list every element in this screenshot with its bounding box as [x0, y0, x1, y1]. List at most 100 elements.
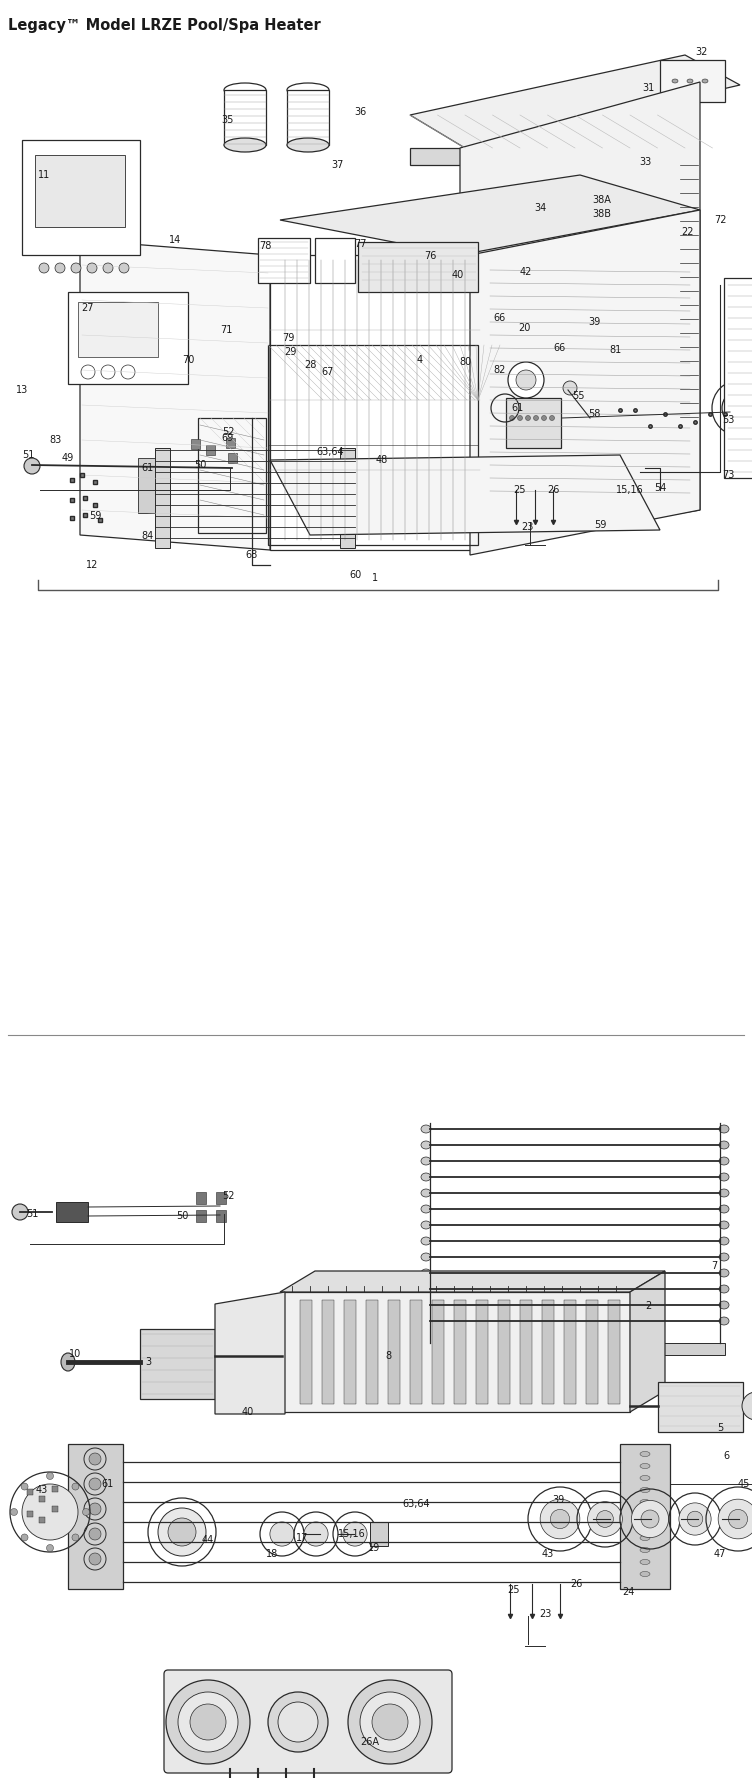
Ellipse shape: [687, 78, 693, 84]
Circle shape: [178, 1693, 238, 1751]
Text: 19: 19: [368, 1543, 380, 1552]
Text: 82: 82: [494, 364, 506, 375]
Text: 18: 18: [266, 1549, 278, 1559]
Bar: [340, 448, 355, 548]
Circle shape: [89, 1453, 101, 1465]
Bar: [344, 1300, 356, 1405]
Circle shape: [89, 1527, 101, 1540]
Ellipse shape: [421, 1205, 431, 1213]
Ellipse shape: [640, 1572, 650, 1577]
Circle shape: [268, 1693, 328, 1751]
Text: 50: 50: [176, 1211, 188, 1221]
Text: 3: 3: [145, 1357, 151, 1367]
Text: 69: 69: [222, 434, 234, 443]
Circle shape: [89, 1552, 101, 1565]
FancyBboxPatch shape: [358, 242, 478, 292]
Text: 63,64: 63,64: [402, 1499, 430, 1510]
Text: 36: 36: [354, 107, 366, 117]
Bar: [206, 444, 215, 455]
Text: 4: 4: [417, 356, 423, 364]
Text: 58: 58: [588, 409, 600, 420]
Circle shape: [72, 1534, 79, 1542]
Text: 22: 22: [682, 228, 694, 236]
Text: 61: 61: [142, 462, 154, 473]
FancyBboxPatch shape: [658, 1382, 743, 1431]
Circle shape: [71, 263, 81, 274]
Text: 13: 13: [16, 386, 28, 395]
Bar: [608, 1300, 620, 1405]
Bar: [476, 1300, 488, 1405]
Text: 76: 76: [424, 251, 436, 261]
Bar: [370, 1522, 388, 1547]
Text: 54: 54: [653, 484, 666, 493]
Ellipse shape: [517, 416, 523, 421]
Ellipse shape: [640, 1463, 650, 1469]
Circle shape: [587, 1502, 623, 1536]
Ellipse shape: [672, 78, 678, 84]
Ellipse shape: [421, 1317, 431, 1325]
Polygon shape: [280, 1271, 665, 1293]
Bar: [270, 254, 480, 549]
Circle shape: [550, 1510, 569, 1529]
Ellipse shape: [719, 1221, 729, 1229]
Bar: [564, 1300, 576, 1405]
Bar: [39, 1517, 45, 1524]
FancyBboxPatch shape: [68, 1444, 123, 1590]
FancyBboxPatch shape: [216, 1191, 226, 1204]
Text: 28: 28: [304, 359, 316, 370]
Bar: [300, 1300, 312, 1405]
Circle shape: [632, 1501, 669, 1538]
Text: 55: 55: [572, 391, 584, 402]
Circle shape: [87, 263, 97, 274]
Text: 32: 32: [696, 46, 708, 57]
Ellipse shape: [421, 1189, 431, 1197]
Bar: [27, 1511, 33, 1517]
Bar: [322, 1300, 334, 1405]
Text: 14: 14: [169, 235, 181, 245]
Ellipse shape: [719, 1141, 729, 1149]
Text: 25: 25: [514, 485, 526, 494]
Circle shape: [22, 1485, 78, 1540]
Ellipse shape: [421, 1237, 431, 1245]
Circle shape: [158, 1508, 206, 1556]
Ellipse shape: [421, 1125, 431, 1133]
Text: 70: 70: [182, 356, 194, 364]
Text: 73: 73: [722, 469, 734, 480]
Ellipse shape: [719, 1173, 729, 1181]
Circle shape: [72, 1483, 79, 1490]
Text: 42: 42: [520, 267, 532, 277]
Ellipse shape: [702, 78, 708, 84]
Circle shape: [270, 1522, 294, 1547]
Polygon shape: [410, 55, 740, 148]
Circle shape: [372, 1703, 408, 1741]
Circle shape: [47, 1472, 53, 1479]
Bar: [52, 1486, 58, 1492]
Circle shape: [304, 1522, 328, 1547]
Polygon shape: [410, 148, 465, 165]
Text: 71: 71: [220, 325, 232, 334]
FancyBboxPatch shape: [164, 1670, 452, 1773]
Circle shape: [83, 1508, 89, 1515]
Text: 15,16: 15,16: [616, 485, 644, 494]
FancyBboxPatch shape: [56, 1202, 88, 1221]
Circle shape: [168, 1518, 196, 1547]
Text: Legacy™ Model LRZE Pool/Spa Heater: Legacy™ Model LRZE Pool/Spa Heater: [8, 18, 321, 34]
Polygon shape: [280, 174, 700, 254]
Text: 51: 51: [26, 1209, 38, 1220]
Bar: [520, 1300, 532, 1405]
Text: 23: 23: [539, 1609, 551, 1620]
Ellipse shape: [421, 1141, 431, 1149]
Text: 52: 52: [222, 427, 235, 437]
Ellipse shape: [719, 1157, 729, 1165]
Ellipse shape: [640, 1451, 650, 1456]
Circle shape: [516, 370, 536, 389]
Bar: [454, 1300, 466, 1405]
Ellipse shape: [719, 1189, 729, 1197]
Circle shape: [24, 459, 40, 475]
Text: 50: 50: [194, 461, 206, 469]
Text: 52: 52: [222, 1191, 235, 1200]
Polygon shape: [630, 1271, 665, 1412]
Polygon shape: [215, 1293, 285, 1414]
Ellipse shape: [719, 1237, 729, 1245]
Polygon shape: [470, 210, 700, 555]
